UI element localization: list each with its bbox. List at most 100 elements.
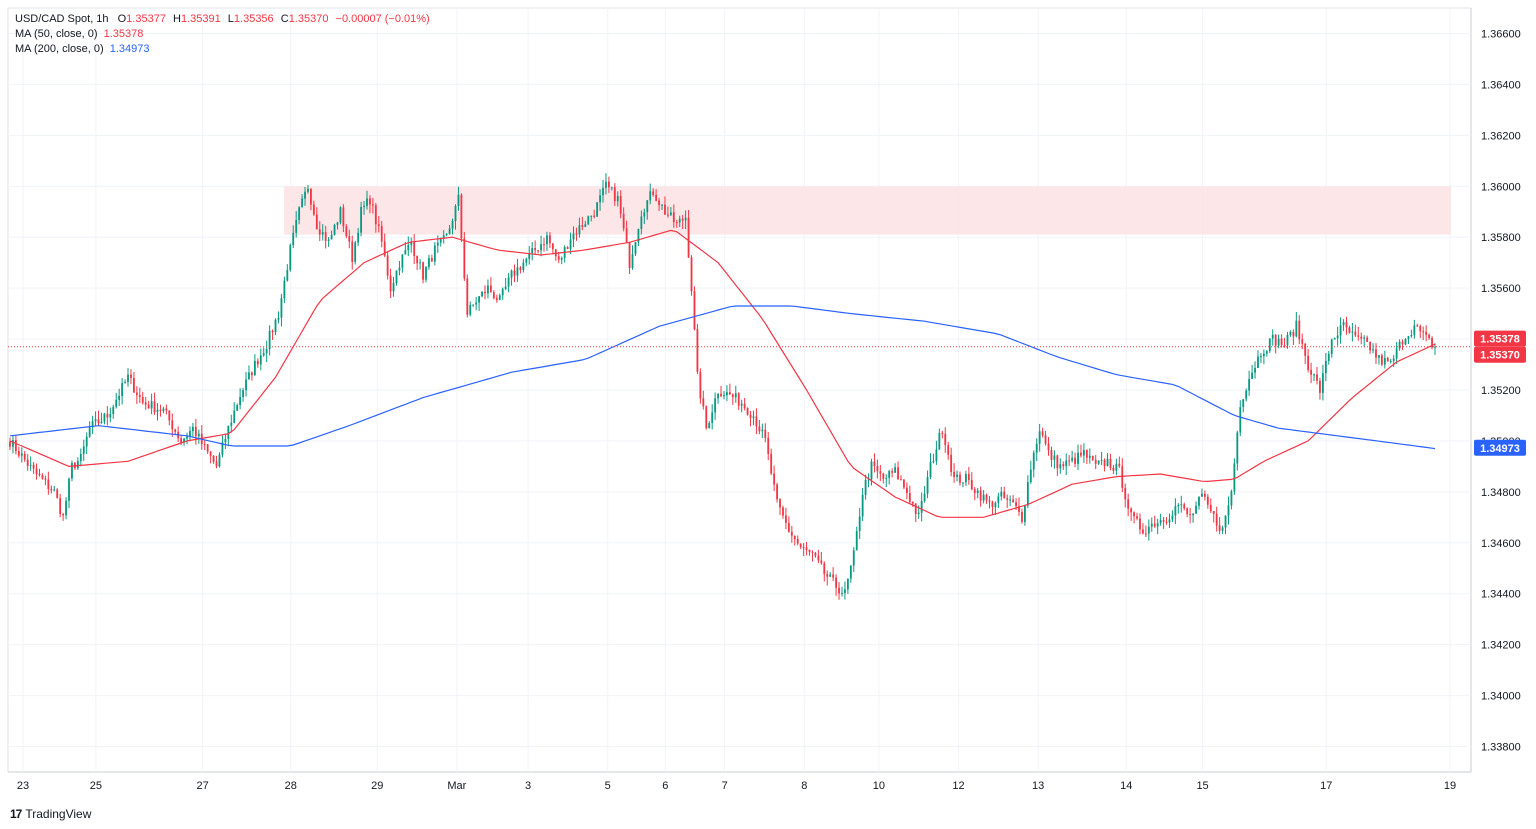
candle-body [227, 425, 230, 439]
candle-body [1165, 521, 1168, 523]
candle-body [448, 228, 451, 235]
symbol-label[interactable]: USD/CAD Spot, 1h [15, 13, 109, 25]
candle-body [186, 436, 188, 439]
candle-body [584, 224, 587, 227]
candle-body [681, 218, 684, 221]
candle-body [132, 378, 135, 393]
candle-body [428, 258, 430, 267]
candle-body [1342, 322, 1345, 326]
tradingview-logo-icon: 17 [10, 807, 22, 821]
candle-body [817, 555, 820, 561]
candle-body [1142, 529, 1144, 534]
price-tick-label: 1.34000 [1481, 691, 1521, 703]
candle-body [463, 238, 466, 279]
candle-body [1351, 331, 1354, 333]
candle-body [380, 226, 383, 242]
tradingview-watermark[interactable]: 17 TradingView [10, 807, 91, 821]
price-tick-label: 1.35600 [1481, 283, 1521, 295]
ma50-value: 1.35378 [103, 28, 144, 40]
candle-body [156, 409, 159, 413]
candle-body [413, 242, 416, 256]
candle-body [1130, 508, 1133, 513]
candle-body [118, 395, 121, 400]
candle-body [336, 222, 339, 225]
candle-body [348, 236, 351, 242]
candle-body [726, 392, 728, 396]
candle-body [224, 438, 227, 443]
candle-body [1248, 378, 1251, 391]
candle-body [135, 392, 138, 396]
candle-body [1000, 491, 1003, 497]
time-tick-label: 5 [605, 780, 611, 792]
candle-body [138, 395, 141, 397]
candle-body [767, 437, 770, 454]
candle-body [91, 421, 94, 428]
candle-body [147, 404, 150, 409]
candle-body [189, 431, 191, 437]
candle-body [844, 589, 846, 593]
candle-body [1032, 452, 1035, 470]
candle-body [20, 453, 23, 456]
candle-body [1380, 355, 1383, 365]
candle-body [162, 408, 165, 412]
candle-body [743, 403, 746, 409]
candle-body [168, 410, 171, 421]
candle-body [35, 468, 38, 474]
candle-body [1395, 348, 1398, 359]
candle-body [410, 242, 413, 245]
candle-body [900, 479, 902, 481]
candle-body [94, 419, 97, 422]
candle-body [1319, 380, 1321, 393]
candle-body [1242, 399, 1245, 408]
candle-body [690, 257, 693, 292]
time-axis[interactable]: 23 25 27 28 29 Mar 3 5 6 7 8 10 12 13 14 15 17 19 [17, 780, 1456, 792]
candle-body [864, 479, 867, 495]
candle-body [14, 439, 17, 451]
low-value: 1.35356 [233, 13, 274, 25]
candle-body [566, 247, 569, 249]
candle-body [534, 248, 537, 251]
candle-body [115, 399, 118, 407]
legend-ma50-row[interactable]: MA (50, close, 0) 1.35378 [15, 27, 430, 42]
ma50-label: MA (50, close, 0) [15, 28, 98, 40]
candle-body [619, 195, 622, 214]
legend-ma200-row[interactable]: MA (200, close, 0) 1.34973 [15, 42, 430, 57]
candle-body [560, 257, 563, 260]
candle-body [758, 426, 761, 432]
price-tick-label: 1.36400 [1481, 79, 1521, 91]
candle-body [967, 474, 970, 481]
candle-body [442, 235, 445, 238]
price-axis[interactable]: 1.33800 1.34000 1.34200 1.34400 1.34600 1.348… [1481, 28, 1521, 753]
candle-body [605, 181, 607, 188]
candle-body [602, 187, 604, 196]
candle-body [50, 489, 53, 491]
candle-body [593, 215, 596, 217]
candle-body [1239, 407, 1242, 433]
candle-body [805, 547, 808, 550]
candle-body [714, 398, 717, 413]
candlestick-series [9, 173, 1436, 600]
candle-body [917, 512, 920, 515]
candle-body [366, 198, 368, 206]
candle-body [274, 319, 277, 333]
candle-body [1392, 358, 1395, 361]
candle-body [519, 267, 522, 271]
candle-body [371, 204, 374, 206]
candle-body [53, 489, 56, 491]
candle-body [345, 226, 348, 237]
candle-body [802, 547, 805, 549]
candle-body [841, 592, 843, 594]
candle-body [495, 297, 498, 300]
candle-body [858, 516, 861, 532]
candle-body [1230, 491, 1233, 506]
candle-body [1321, 373, 1324, 393]
candle-body [292, 232, 295, 246]
candle-body [389, 275, 392, 292]
ma200-label: MA (200, close, 0) [15, 43, 104, 55]
candle-body [159, 409, 162, 412]
candle-body [658, 200, 660, 205]
price-tick-label: 1.36200 [1481, 130, 1521, 142]
candle-body [333, 224, 336, 235]
candle-body [516, 267, 519, 276]
